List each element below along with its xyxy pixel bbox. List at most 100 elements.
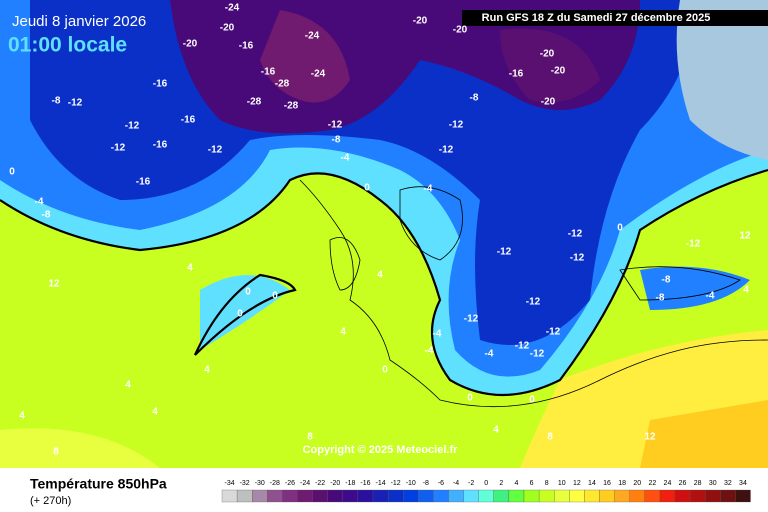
forecast-date: Jeudi 8 janvier 2026: [12, 13, 146, 30]
contour-label: 8: [547, 432, 553, 443]
scale-label: -12: [391, 480, 401, 487]
scale-label: 34: [739, 480, 747, 487]
contour-label: -16: [509, 69, 524, 80]
contour-label: -4: [341, 153, 350, 164]
contour-label: -20: [551, 66, 566, 77]
scale-swatch: [372, 489, 389, 503]
scale-label: 12: [573, 480, 581, 487]
scale-label: 32: [724, 480, 732, 487]
contour-label: 8: [307, 432, 313, 443]
contour-label: -4: [433, 329, 442, 340]
contour-label: -12: [686, 239, 701, 250]
contour-label: -16: [261, 67, 276, 78]
scale-label: 4: [514, 480, 518, 487]
contour-label: -20: [540, 49, 555, 60]
scale-label: 6: [530, 480, 534, 487]
scale-label: 8: [545, 480, 549, 487]
contour-label: 4: [187, 263, 193, 274]
scale-label: 26: [679, 480, 687, 487]
contour-label: 8: [53, 447, 59, 458]
scale-swatch: [221, 489, 238, 503]
scale-label: -8: [423, 480, 429, 487]
scale-label: -26: [285, 480, 295, 487]
scale-label: -14: [375, 480, 385, 487]
scale-label: -32: [240, 480, 250, 487]
contour-label: -28: [247, 97, 262, 108]
scale-swatch: [327, 489, 343, 503]
contour-label: -20: [453, 25, 468, 36]
scale-swatch: [508, 489, 525, 503]
scale-label: -24: [300, 480, 310, 487]
contour-label: -16: [239, 41, 254, 52]
scale-label: 28: [694, 480, 702, 487]
contour-labels: -24-20-20-16-24-24-16-28 -28-28-16-16-12-…: [9, 3, 751, 458]
footer-title: Température 850hPa: [30, 476, 167, 492]
contour-label: -28: [284, 101, 299, 112]
contour-label: -12: [449, 120, 464, 131]
color-scale: -34 -32 -30 -28 -26 -24 -22 -20 -18 -16 -14 -12 -10-…: [221, 480, 751, 503]
contour-label: -4: [485, 349, 494, 360]
scale-swatch: [629, 489, 645, 503]
contour-label: 0: [617, 223, 623, 234]
scale-swatch: [282, 489, 298, 503]
contour-label: -12: [515, 341, 530, 352]
scale-swatch: [403, 489, 419, 503]
contour-label: 0: [382, 365, 388, 376]
run-banner: [462, 10, 768, 26]
scale-label: -10: [406, 480, 416, 487]
contour-label: -4: [706, 291, 715, 302]
scale-swatch: [538, 489, 555, 503]
contour-label: 12: [739, 231, 751, 242]
contour-label: 4: [340, 327, 346, 338]
contour-label: -20: [220, 23, 235, 34]
contour-label: -8: [332, 135, 341, 146]
scale-swatch: [614, 489, 630, 503]
scale-swatch: [236, 489, 253, 503]
scale-label: -20: [330, 480, 340, 487]
scale-label: 22: [648, 480, 656, 487]
scale-label: 18: [618, 480, 626, 487]
contour-label: -4: [424, 184, 433, 195]
contour-label: -12: [125, 121, 140, 132]
contour-label: -12: [570, 253, 585, 264]
scale-label: -4: [453, 480, 459, 487]
contour-label: -24: [305, 31, 320, 42]
scale-label: -28: [270, 480, 280, 487]
contour-label: 12: [48, 279, 60, 290]
scale-swatch: [720, 489, 736, 503]
map-background: [0, 0, 768, 468]
contour-label: 0: [364, 183, 370, 194]
scale-swatch: [252, 489, 268, 503]
contour-label: -16: [136, 177, 151, 188]
contour-label: -20: [541, 97, 556, 108]
contour-label: 4: [377, 270, 383, 281]
contour-label: -12: [464, 314, 479, 325]
contour-label: -12: [568, 229, 583, 240]
contour-label: -8: [656, 293, 665, 304]
scale-swatch: [357, 489, 374, 503]
contour-label: -12: [439, 145, 454, 156]
scale-label: 10: [558, 480, 566, 487]
scale-swatch: [705, 489, 721, 503]
scale-swatch: [267, 489, 283, 503]
contour-label: -16: [153, 140, 168, 151]
contour-label: -4: [35, 197, 44, 208]
scale-swatch: [584, 489, 600, 503]
contour-label: 4: [743, 285, 749, 296]
scale-label: -16: [360, 480, 370, 487]
scale-label: 24: [664, 480, 672, 487]
contour-label: 4: [152, 407, 158, 418]
contour-label: 0: [9, 167, 15, 178]
contour-label: 4: [493, 425, 499, 436]
scale-swatch: [463, 489, 479, 503]
scale-label: 14: [588, 480, 596, 487]
contour-label: -24: [311, 69, 326, 80]
contour-label: -12: [530, 349, 545, 360]
scale-swatch: [599, 489, 615, 503]
contour-label: -16: [153, 79, 168, 90]
contour-label: -4: [425, 346, 434, 357]
contour-label: -24: [225, 3, 240, 14]
scale-swatch: [433, 489, 449, 503]
scale-swatch: [659, 489, 676, 503]
